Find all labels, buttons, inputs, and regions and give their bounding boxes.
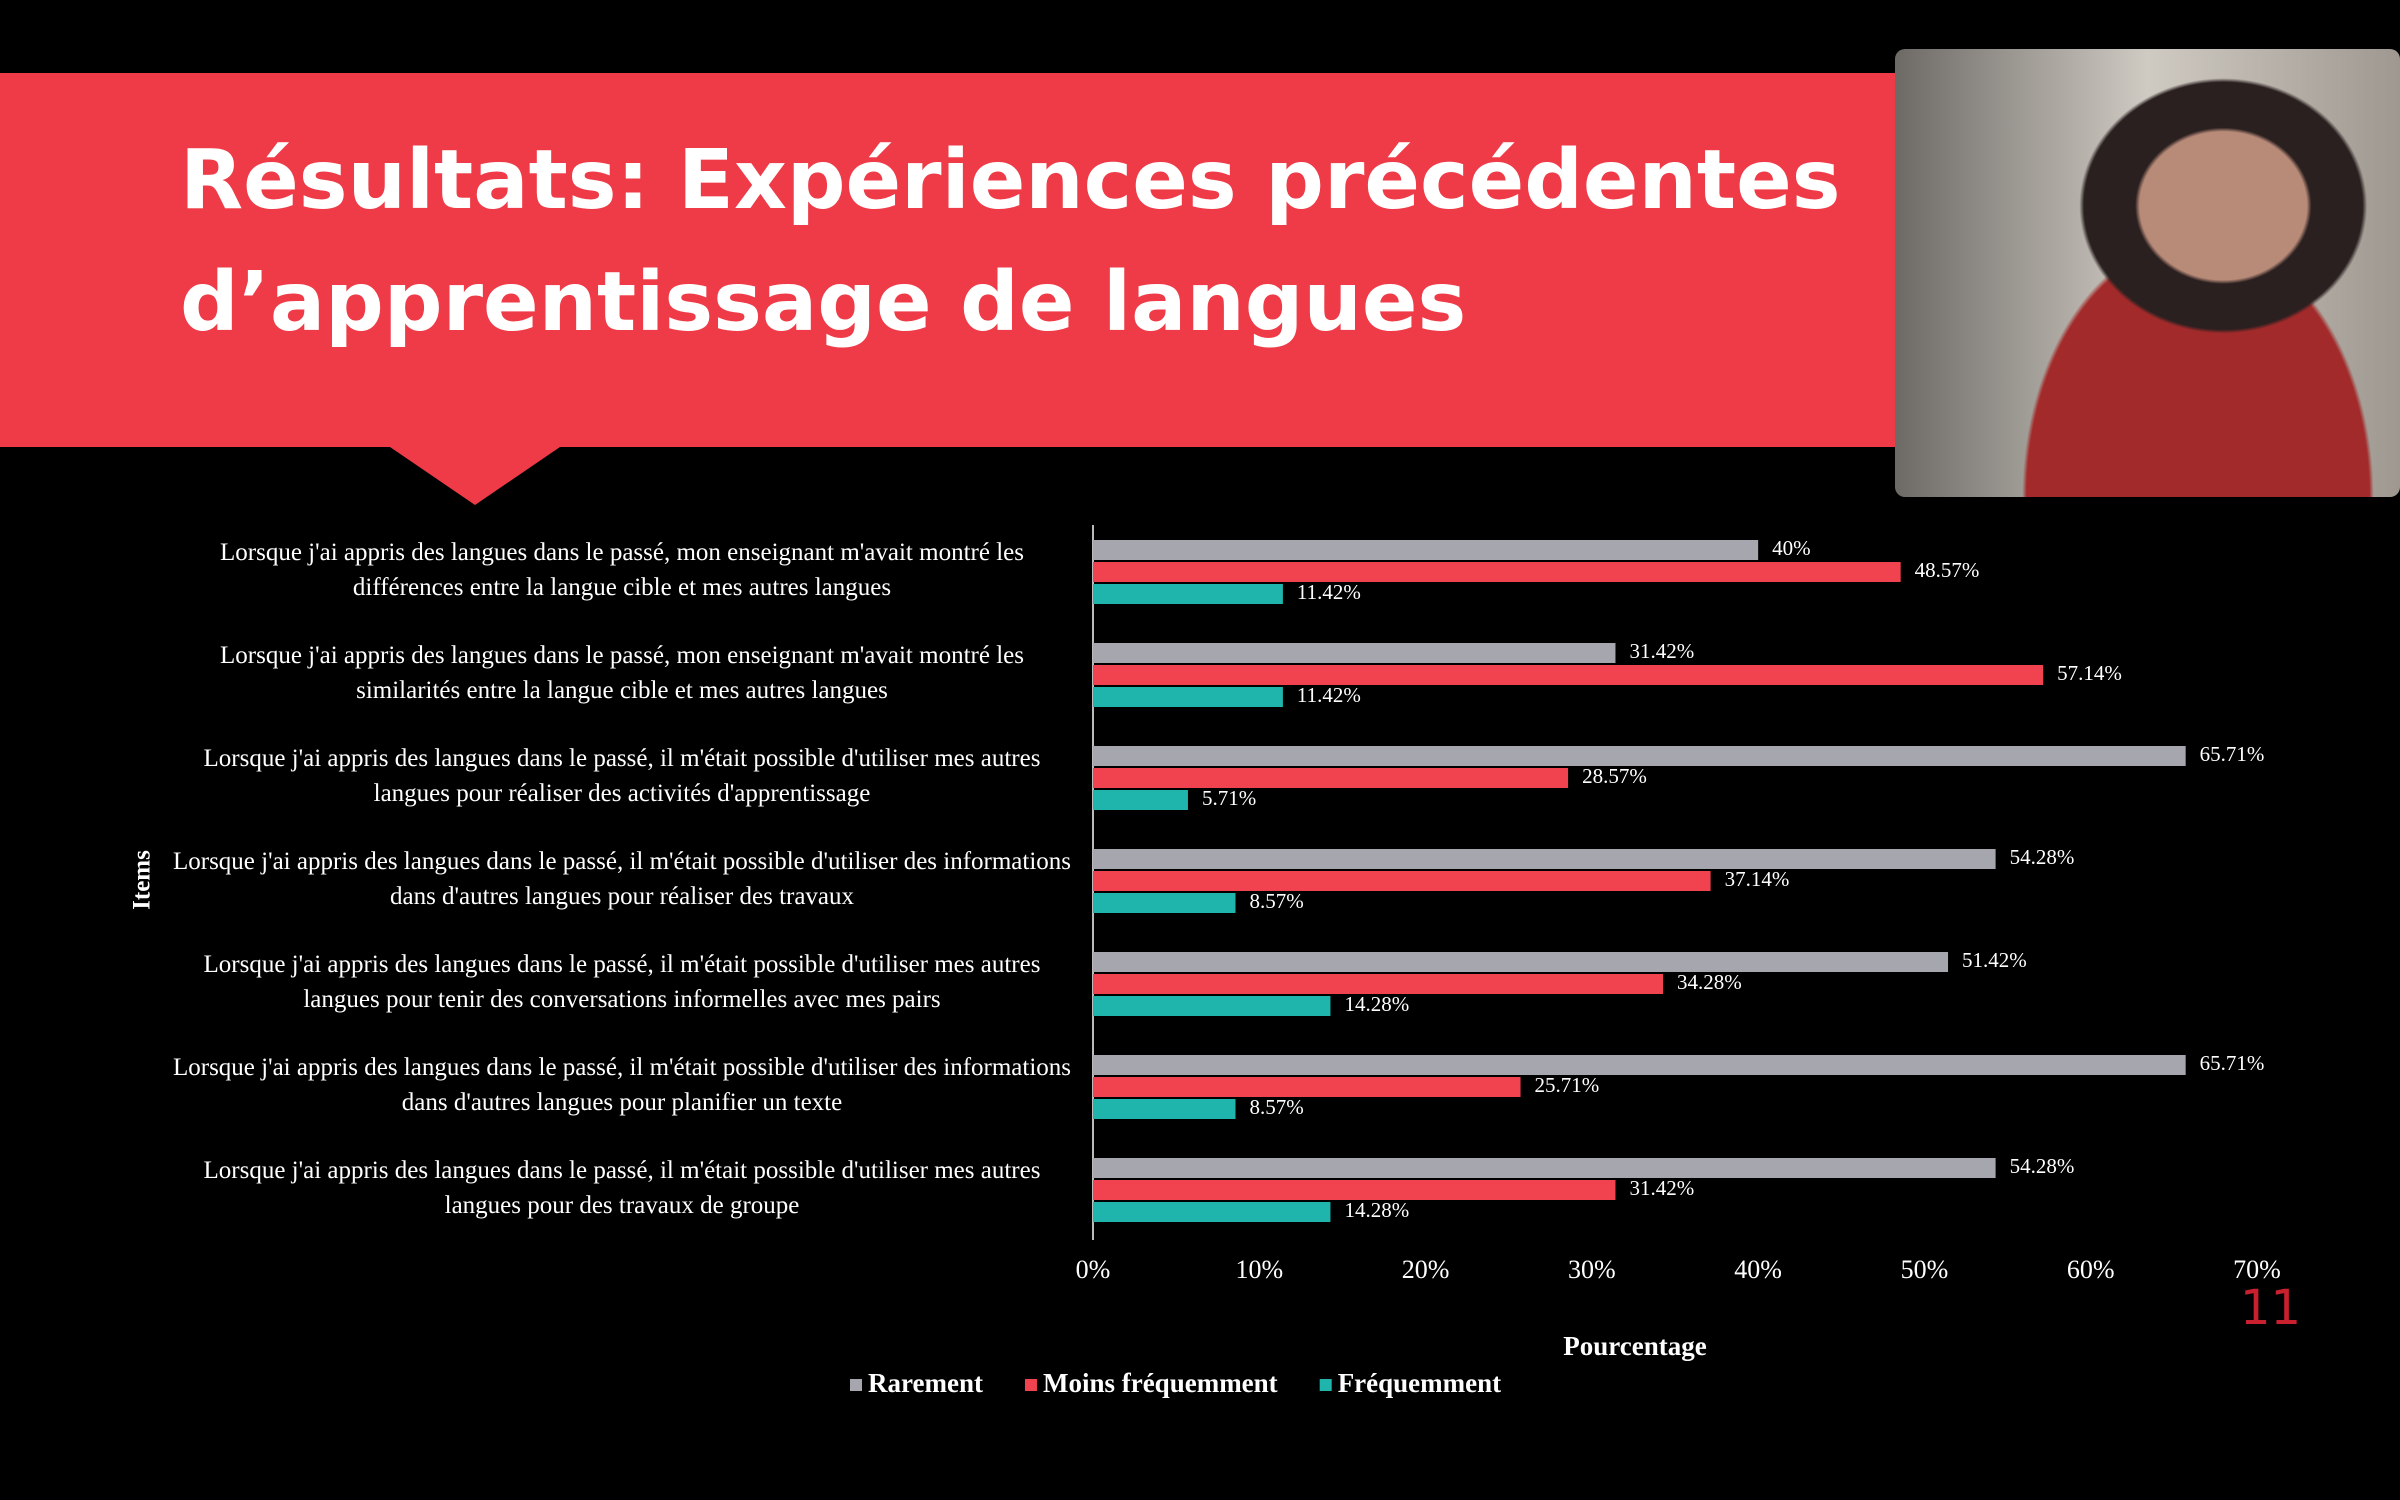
legend-label: Rarement [868,1368,983,1398]
value-label: 11.42% [1297,580,1361,604]
bar [1093,893,1236,913]
value-label: 40% [1772,536,1811,560]
bar [1093,1077,1521,1097]
value-label: 31.42% [1629,1176,1694,1200]
value-label: 25.71% [1535,1073,1600,1097]
category-label: Lorsque j'ai appris des langues dans le … [172,1054,1072,1116]
x-tick-label: 30% [1568,1255,1616,1284]
value-label: 48.57% [1915,558,1980,582]
bar [1093,1158,1996,1178]
y-axis-title: Items [129,850,156,910]
slide-title: Résultats: Expériences précédentes d’app… [180,133,1841,350]
x-axis-title: Pourcentage [1563,1331,1706,1361]
category-label: Lorsque j'ai appris des langues dans le … [220,539,1024,601]
title-banner [0,73,1898,505]
category-label: Lorsque j'ai appris des langues dans le … [203,951,1041,1013]
bar [1093,790,1188,810]
x-tick-label: 10% [1235,1255,1283,1284]
bar [1093,849,1996,869]
x-tick-label: 60% [2067,1255,2115,1284]
bar [1093,1055,2186,1075]
bar [1093,540,1759,560]
bar [1093,996,1331,1016]
x-tick-label: 70% [2233,1255,2281,1284]
bar [1093,665,2044,685]
bar [1093,1180,1616,1200]
legend-swatch [1319,1379,1332,1391]
bar [1093,562,1901,582]
value-label: 57.14% [2057,661,2122,685]
value-label: 54.28% [2010,1154,2075,1178]
bar [1093,643,1616,663]
legend-label: Fréquemment [1338,1368,1501,1398]
x-tick-label: 20% [1402,1255,1450,1284]
legend-swatch [1024,1379,1037,1391]
bar [1093,746,2186,766]
bar [1093,584,1283,604]
value-label: 51.42% [1962,948,2027,972]
value-label: 5.71% [1202,786,1256,810]
legend-swatch [850,1379,862,1391]
category-label: Lorsque j'ai appris des langues dans le … [172,848,1072,910]
value-label: 14.28% [1344,992,1409,1016]
bar [1093,1099,1236,1119]
bar [1093,974,1664,994]
value-label: 65.71% [2200,1051,2265,1075]
value-label: 34.28% [1677,970,1742,994]
category-label: Lorsque j'ai appris des langues dans le … [203,745,1041,807]
value-label: 8.57% [1250,1095,1304,1119]
value-label: 11.42% [1297,683,1361,707]
value-label: 28.57% [1582,764,1647,788]
value-label: 31.42% [1629,639,1694,663]
bar [1093,871,1711,891]
bar [1093,952,1949,972]
x-tick-label: 50% [1901,1255,1949,1284]
page-number: 11 [2240,1280,2302,1336]
value-label: 14.28% [1344,1198,1409,1222]
legend-label: Moins fréquemment [1043,1368,1278,1398]
bar [1093,768,1569,788]
bar [1093,687,1283,707]
bar [1093,1202,1331,1222]
value-label: 8.57% [1250,889,1304,913]
webcam-video [1895,49,2400,497]
value-label: 37.14% [1725,867,1790,891]
value-label: 65.71% [2200,742,2265,766]
category-label: Lorsque j'ai appris des langues dans le … [220,642,1024,704]
category-label: Lorsque j'ai appris des langues dans le … [203,1157,1041,1219]
x-tick-label: 0% [1076,1255,1111,1284]
x-tick-label: 40% [1734,1255,1782,1284]
value-label: 54.28% [2010,845,2075,869]
